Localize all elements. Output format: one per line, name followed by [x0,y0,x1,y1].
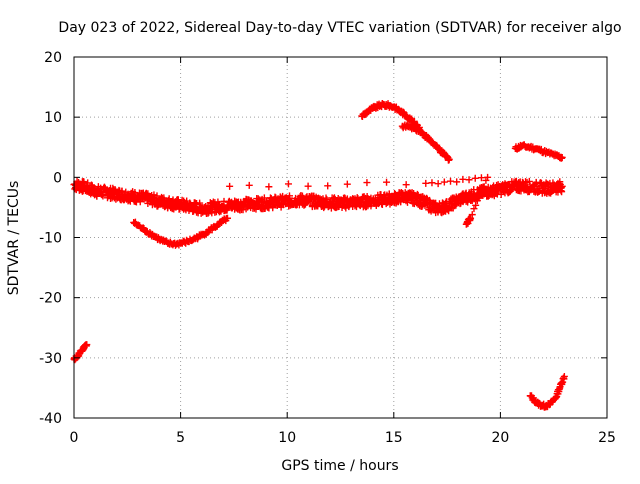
data-point [428,179,436,187]
data-point [324,182,332,190]
data-point [472,201,480,209]
y-tick-label: -30 [39,351,62,367]
data-point [484,173,492,181]
data-point [90,184,98,192]
data-point [462,197,470,205]
data-point [80,178,88,186]
data-point [285,202,293,210]
data-point [422,179,430,187]
data-point [477,190,485,198]
data-point [363,179,371,187]
data-point [378,200,386,208]
data-point [226,182,234,190]
x-tick-label: 0 [70,430,79,446]
data-point [560,372,568,380]
chart-title: Day 023 of 2022, Sidereal Day-to-day VTE… [58,20,621,36]
data-series [226,173,492,228]
data-point [453,178,461,186]
data-series [398,121,453,164]
data-series [130,214,232,249]
data-point [408,189,416,197]
y-tick-label: 10 [44,110,62,126]
data-series [526,372,568,411]
data-point [118,187,126,195]
data-point [467,214,475,222]
data-point [245,181,253,189]
grid [74,57,607,418]
data-point [471,174,479,182]
data-point [284,180,292,188]
data-series [70,177,566,218]
x-tick-label: 20 [491,430,509,446]
data-point [440,178,448,186]
data-point [475,194,483,202]
x-tick-label: 10 [278,430,296,446]
x-tick-label: 5 [176,430,185,446]
data-point [83,341,91,349]
data-point [525,177,533,185]
x-axis-label: GPS time / hours [281,458,398,474]
data-point [480,183,488,191]
x-tick-label: 15 [385,430,403,446]
data-point [558,182,566,190]
data-point [459,175,467,183]
data-point [533,183,541,191]
data-point [434,180,442,188]
data-series [511,141,566,162]
y-tick-label: -40 [39,411,62,427]
data-points [70,99,568,411]
data-point [153,192,161,200]
data-point [239,206,247,214]
data-point [165,195,173,203]
data-point [260,194,268,202]
data-point [468,211,476,219]
data-point [160,194,168,202]
data-point [383,178,391,186]
data-point [265,183,273,191]
data-point [413,190,421,198]
y-tick-label: -10 [39,231,62,247]
y-tick-label: 20 [44,50,62,66]
data-point [477,174,485,182]
data-point [224,214,232,222]
y-tick-label: 0 [53,170,62,186]
data-point [445,155,453,163]
data-point [402,181,410,189]
axis-ticks: 0 5 10 15 20 25 -40 -30 -20 -10 0 10 20 [39,50,616,446]
y-axis-label: SDTVAR / TECUs [6,181,22,296]
data-point [558,153,566,161]
data-point [330,194,338,202]
data-point [465,176,473,184]
data-point [447,177,455,185]
data-point [343,180,351,188]
data-point [304,182,312,190]
y-tick-label: -20 [39,291,62,307]
x-tick-label: 25 [598,430,616,446]
data-point [285,192,293,200]
